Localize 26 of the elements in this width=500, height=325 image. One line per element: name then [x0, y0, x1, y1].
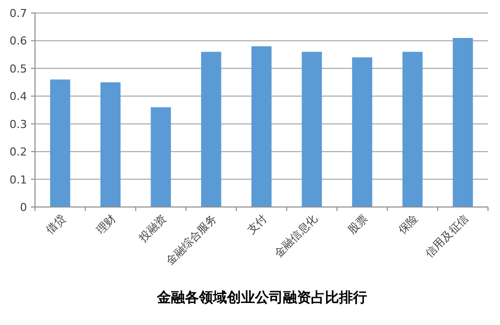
x-tick-label: 支付 — [244, 212, 270, 237]
y-tick-label: 0.4 — [10, 90, 27, 104]
bar — [302, 52, 322, 207]
y-tick-label: 0.6 — [10, 34, 27, 48]
bar — [50, 80, 70, 207]
bar — [100, 82, 121, 207]
y-tick-label: 0 — [20, 201, 27, 214]
x-tick-label: 理财 — [94, 212, 119, 237]
text: 金融各领域创业公司融资占比排行 — [156, 290, 367, 306]
y-tick-label: 0.3 — [10, 118, 27, 131]
y-tick-label: 0.5 — [10, 62, 27, 76]
bar — [352, 57, 372, 207]
x-tick-label: 借贷 — [44, 212, 68, 237]
y-tick-label: 0.7 — [10, 7, 27, 20]
x-tick-label: 投融资 — [136, 212, 169, 246]
x-tick-label: 信用及征信 — [422, 212, 471, 260]
y-tick-label: 0.1 — [10, 173, 27, 186]
bar — [251, 46, 272, 207]
bar — [150, 107, 171, 207]
x-tick-label: 金融信息化 — [272, 212, 320, 260]
bar — [452, 38, 473, 207]
x-tick-label: 股票 — [346, 212, 370, 237]
y-tick-label: 0.2 — [10, 146, 27, 159]
bar — [402, 52, 423, 207]
bar — [201, 52, 222, 207]
x-tick-label: 保险 — [396, 212, 421, 237]
